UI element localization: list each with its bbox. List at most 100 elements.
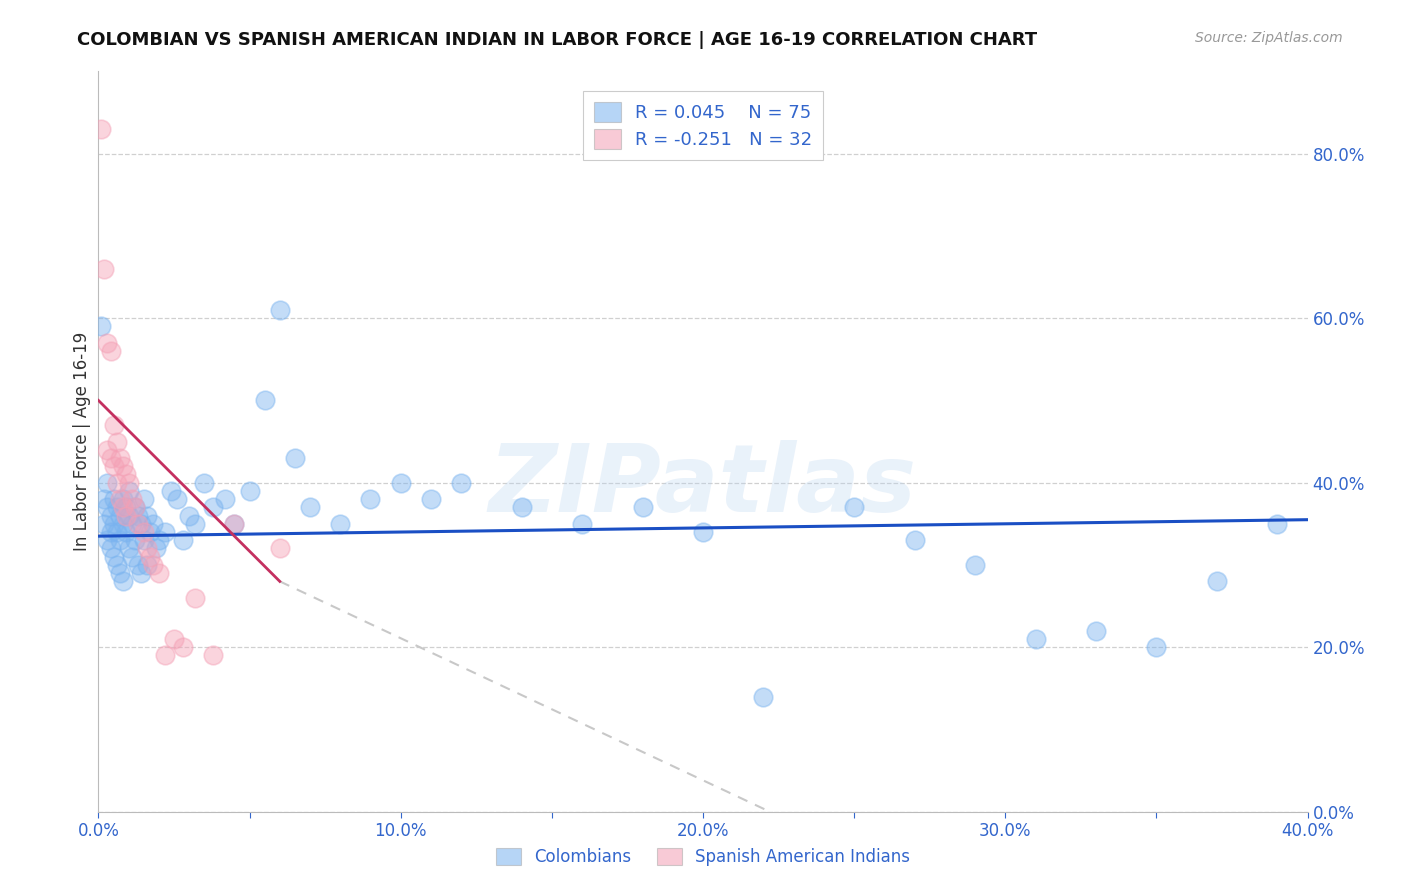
Point: [1267, 516, 1289, 531]
Point: [121, 492, 143, 507]
Point: [360, 492, 382, 507]
Point: [93, 492, 115, 507]
Point: [631, 500, 654, 515]
Point: [96, 475, 118, 490]
Point: [90, 122, 112, 136]
Point: [148, 566, 170, 581]
Text: ZIPatlas: ZIPatlas: [489, 440, 917, 532]
Point: [202, 500, 225, 515]
Point: [96, 442, 118, 457]
Point: [193, 475, 215, 490]
Point: [1206, 574, 1229, 589]
Point: [160, 483, 183, 498]
Point: [153, 524, 176, 539]
Point: [420, 492, 443, 507]
Point: [103, 516, 125, 531]
Point: [118, 475, 141, 490]
Point: [127, 558, 149, 572]
Point: [329, 516, 352, 531]
Point: [1144, 640, 1167, 655]
Point: [172, 533, 194, 548]
Point: [108, 508, 131, 523]
Point: [100, 541, 122, 556]
Point: [224, 516, 246, 531]
Point: [96, 335, 118, 350]
Point: [100, 450, 122, 465]
Point: [111, 492, 134, 507]
Point: [269, 541, 291, 556]
Text: Source: ZipAtlas.com: Source: ZipAtlas.com: [1195, 31, 1343, 45]
Point: [129, 566, 152, 581]
Point: [100, 524, 122, 539]
Point: [103, 549, 125, 564]
Point: [253, 393, 276, 408]
Point: [135, 558, 157, 572]
Point: [105, 500, 128, 515]
Point: [114, 508, 136, 523]
Point: [202, 648, 225, 663]
Point: [103, 492, 125, 507]
Point: [148, 533, 170, 548]
Point: [239, 483, 262, 498]
Point: [179, 508, 201, 523]
Point: [108, 566, 131, 581]
Legend: Colombians, Spanish American Indians: Colombians, Spanish American Indians: [489, 841, 917, 873]
Point: [153, 648, 176, 663]
Point: [904, 533, 927, 548]
Point: [105, 434, 128, 449]
Point: [93, 516, 115, 531]
Point: [118, 541, 141, 556]
Point: [269, 302, 291, 317]
Point: [111, 459, 134, 474]
Point: [389, 475, 412, 490]
Point: [96, 533, 118, 548]
Point: [172, 640, 194, 655]
Point: [450, 475, 472, 490]
Point: [121, 549, 143, 564]
Point: [121, 516, 143, 531]
Point: [1024, 632, 1046, 646]
Point: [114, 500, 136, 515]
Point: [105, 475, 128, 490]
Point: [135, 541, 157, 556]
Point: [118, 483, 141, 498]
Point: [139, 549, 162, 564]
Point: [108, 492, 131, 507]
Point: [132, 524, 155, 539]
Point: [127, 516, 149, 531]
Point: [96, 500, 118, 515]
Point: [214, 492, 236, 507]
Point: [100, 344, 122, 359]
Point: [103, 418, 125, 433]
Point: [142, 558, 165, 572]
Point: [111, 500, 134, 515]
Point: [139, 524, 162, 539]
Point: [142, 516, 165, 531]
Point: [129, 516, 152, 531]
Point: [571, 516, 593, 531]
Point: [224, 516, 246, 531]
Point: [105, 558, 128, 572]
Point: [100, 508, 122, 523]
Point: [510, 500, 533, 515]
Point: [752, 690, 775, 704]
Point: [1085, 624, 1108, 638]
Point: [93, 261, 115, 276]
Point: [132, 533, 155, 548]
Point: [124, 533, 146, 548]
Y-axis label: In Labor Force | Age 16-19: In Labor Force | Age 16-19: [73, 332, 91, 551]
Point: [90, 319, 112, 334]
Point: [284, 450, 307, 465]
Point: [299, 500, 322, 515]
Point: [124, 500, 146, 515]
Point: [105, 524, 128, 539]
Legend: R = 0.045    N = 75, R = -0.251   N = 32: R = 0.045 N = 75, R = -0.251 N = 32: [583, 92, 823, 161]
Text: COLOMBIAN VS SPANISH AMERICAN INDIAN IN LABOR FORCE | AGE 16-19 CORRELATION CHAR: COLOMBIAN VS SPANISH AMERICAN INDIAN IN …: [77, 31, 1038, 49]
Point: [108, 533, 131, 548]
Point: [135, 508, 157, 523]
Point: [692, 524, 714, 539]
Point: [145, 541, 167, 556]
Point: [127, 508, 149, 523]
Point: [965, 558, 987, 572]
Point: [111, 516, 134, 531]
